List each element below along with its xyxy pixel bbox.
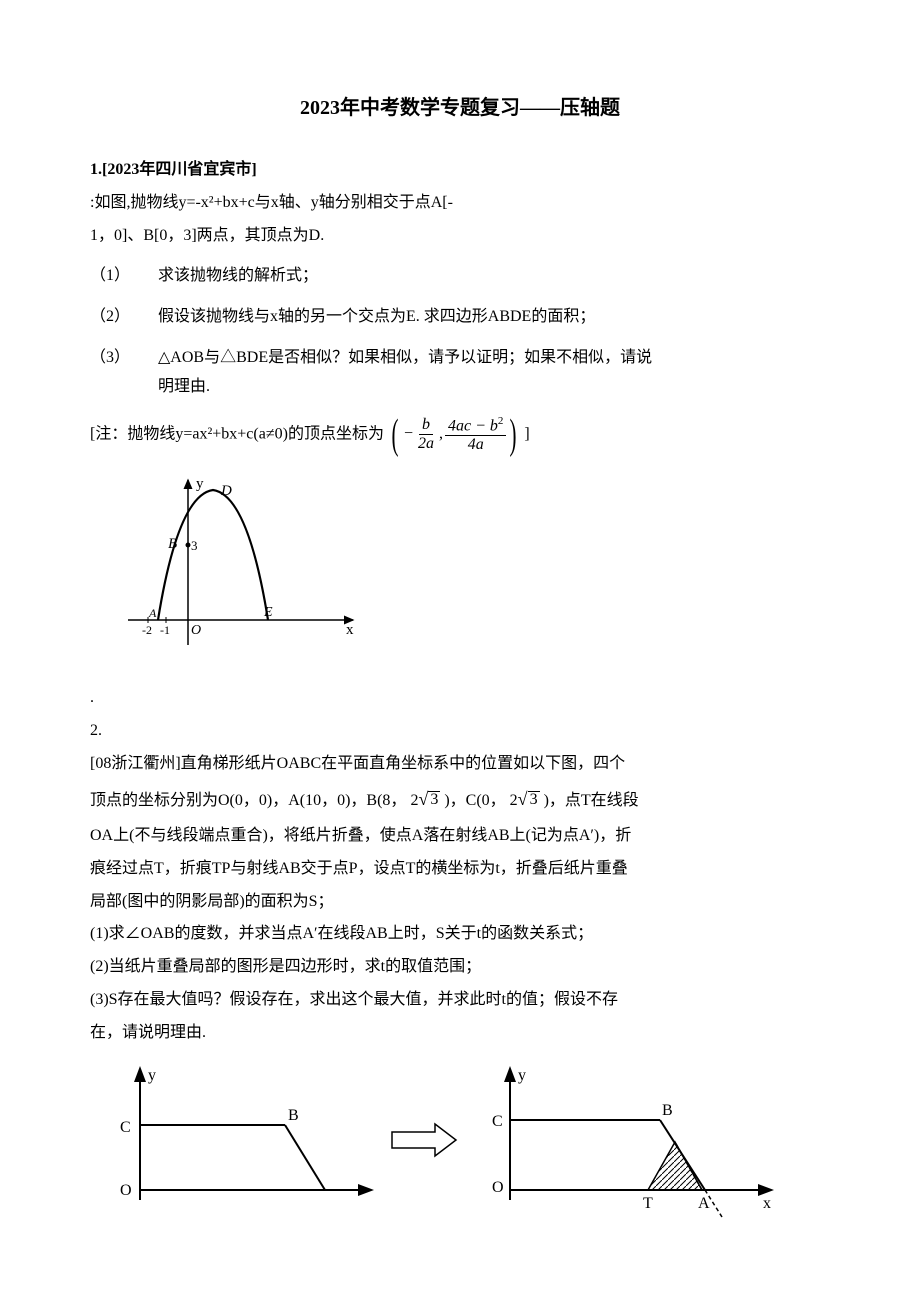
fig2r-O: O — [492, 1179, 504, 1196]
q1-part3-line1: △AOB与△BDE是否相似？如果相似，请予以证明；如果不相似，请说 — [158, 349, 652, 366]
q2-p2: (2)当纸片重叠局部的图形是四边形时，求t的取值范围； — [90, 953, 830, 982]
q2-intro-1: [08浙江衢州]直角梯形纸片OABC在平面直角坐标系中的位置如以下图，四个 — [90, 750, 830, 779]
q1-part3: （3） △AOB与△BDE是否相似？如果相似，请予以证明；如果不相似，请说 明理… — [90, 344, 830, 402]
fig2r-y: y — [518, 1067, 526, 1084]
q1-part2-num: （2） — [90, 303, 154, 332]
q2-p3: (3)S存在最大值吗？假设存在，求出这个最大值，并求此时t的值；假设不存 — [90, 986, 830, 1015]
fig1-neg1: -1 — [160, 623, 170, 637]
q1-part1-num: （1） — [90, 262, 154, 291]
figure-2-left: y C B O — [90, 1060, 380, 1220]
q2-sqrt2-coef: 2 — [510, 792, 518, 809]
q2-intro2b: )，C(0， — [444, 792, 505, 809]
figure-2-row: y C B O y C B O T A x — [90, 1060, 830, 1220]
paren-right: ) — [510, 414, 517, 456]
fig2r-B: B — [662, 1102, 673, 1119]
q2-p1: (1)求∠OAB的度数，并求当点A′在线段AB上时，S关于t的函数关系式； — [90, 920, 830, 949]
fig1-neg2: -2 — [142, 623, 152, 637]
fig2l-y: y — [148, 1067, 156, 1084]
q2-intro-3: OA上(不与线段端点重合)，将纸片折叠，使点A落在射线AB上(记为点A′)，折 — [90, 822, 830, 851]
fig1-B: B — [168, 536, 177, 552]
q2-sqrt1-coef: 2 — [410, 792, 418, 809]
page-title: 2023年中考数学专题复习——压轴题 — [90, 90, 830, 126]
q2-sqrt1: √3 — [418, 791, 440, 808]
q1-note-pre: [注：抛物线y=ax²+bx+c(a≠0)的顶点坐标为 — [90, 425, 384, 442]
q1-part2: （2） 假设该抛物线与x轴的另一个交点为E. 求四边形ABDE的面积； — [90, 303, 830, 332]
figure-2-right: y C B O T A x — [470, 1060, 780, 1220]
q1-part1-body: 求该抛物线的解析式； — [158, 262, 828, 291]
frac-2: 4ac − b2 4a — [445, 415, 506, 454]
q2-sqrt2: √3 — [518, 791, 540, 808]
fig2r-x: x — [763, 1195, 771, 1212]
q2-sqrt2-val: 3 — [528, 791, 540, 808]
fig2r-A: A — [698, 1195, 710, 1212]
q1-note-post: ] — [524, 425, 529, 442]
frac2-sup: 2 — [498, 415, 504, 427]
frac2-top: 4ac − b2 — [445, 415, 506, 436]
fig2l-B: B — [288, 1107, 299, 1124]
q2-p3b: 在，请说明理由. — [90, 1019, 830, 1048]
paren-left: ( — [391, 414, 398, 456]
fig2l-C: C — [120, 1119, 131, 1136]
frac1-bot: 2a — [415, 435, 437, 453]
fig2r-T: T — [643, 1195, 653, 1212]
fig1-x: x — [346, 622, 354, 638]
q2-header: 2. — [90, 717, 830, 746]
fig1-three: 3 — [191, 538, 198, 553]
q1-part3-num: （3） — [90, 344, 154, 373]
vertex-formula: ( − b 2a , 4ac − b2 4a ) — [388, 414, 520, 456]
q1-note: [注：抛物线y=ax²+bx+c(a≠0)的顶点坐标为 ( − b 2a , 4… — [90, 414, 830, 456]
q1-part3-line2: 明理由. — [158, 378, 210, 395]
fig1-y: y — [196, 476, 204, 492]
fig2r-C: C — [492, 1113, 503, 1130]
figure-1: y D B 3 -2 -1 A O E x — [118, 470, 830, 671]
frac-1: b 2a — [415, 416, 437, 452]
frac2-top-text: 4ac − b — [448, 418, 498, 435]
q1-part2-body: 假设该抛物线与x轴的另一个交点为E. 求四边形ABDE的面积； — [158, 303, 828, 332]
arrow-icon — [390, 1120, 460, 1160]
q2-intro2a: 顶点的坐标分别为O(0，0)，A(10，0)，B(8， — [90, 792, 406, 809]
q1-part1: （1） 求该抛物线的解析式； — [90, 262, 830, 291]
q2-sqrt1-val: 3 — [428, 791, 440, 808]
fig1-A: A — [148, 606, 157, 620]
q2-intro-4: 痕经过点T，折痕TP与射线AB交于点P，设点T的横坐标为t，折叠后纸片重叠 — [90, 855, 830, 884]
q1-intro-1: :如图,抛物线y=-x²+bx+c与x轴、y轴分别相交于点A[- — [90, 189, 830, 218]
frac1-top: b — [419, 416, 433, 435]
q2-intro2c: )，点T在线段 — [544, 792, 639, 809]
q2-intro-5: 局部(图中的阴影局部)的面积为S； — [90, 888, 830, 917]
fig2l-O: O — [120, 1182, 132, 1199]
q1-part3-body: △AOB与△BDE是否相似？如果相似，请予以证明；如果不相似，请说 明理由. — [158, 344, 828, 402]
fig1-E: E — [263, 605, 273, 620]
dot: . — [90, 684, 830, 713]
q1-intro-2: 1，0]、B[0，3]两点，其顶点为D. — [90, 222, 830, 251]
fig1-D: D — [220, 483, 232, 499]
q1-header: 1.[2023年四川省宜宾市] — [90, 156, 830, 185]
frac2-bot: 4a — [465, 436, 487, 454]
fig1-O: O — [191, 623, 201, 638]
q2-intro-2: 顶点的坐标分别为O(0，0)，A(10，0)，B(8， 2√3 )，C(0， 2… — [90, 783, 830, 818]
